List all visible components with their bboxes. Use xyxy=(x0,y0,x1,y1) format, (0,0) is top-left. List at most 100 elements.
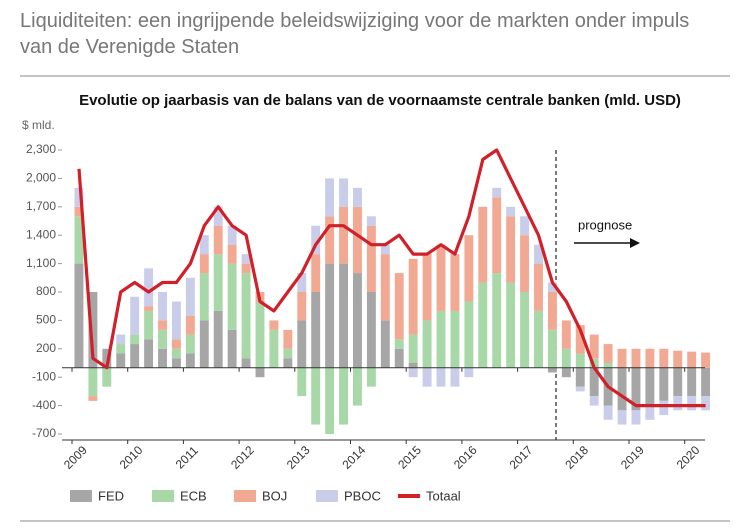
bar xyxy=(283,358,293,368)
bar xyxy=(561,367,571,378)
legend-swatch xyxy=(316,490,338,502)
bar xyxy=(297,292,307,321)
bar xyxy=(561,348,571,368)
bar xyxy=(520,235,530,292)
bar xyxy=(380,320,390,368)
bar xyxy=(185,334,195,354)
bar xyxy=(617,348,627,368)
bar xyxy=(645,348,655,368)
chart-title: Evolutie op jaarbasis van de balans van … xyxy=(79,92,681,109)
x-tick-label: 2011 xyxy=(173,443,201,471)
bar xyxy=(617,367,627,411)
bar xyxy=(144,306,154,311)
bar xyxy=(213,254,223,311)
bar xyxy=(199,254,209,274)
bar xyxy=(241,254,251,264)
y-tick-label: -700 xyxy=(32,426,56,440)
annotation: prognose xyxy=(578,217,632,232)
bar xyxy=(492,197,502,274)
bar xyxy=(631,367,641,411)
bar xyxy=(213,206,223,226)
bar xyxy=(547,282,557,292)
legend-label: ECB xyxy=(180,488,207,503)
bar xyxy=(102,348,112,368)
bar xyxy=(283,348,293,359)
bar xyxy=(575,367,585,387)
bar xyxy=(589,396,599,406)
bar xyxy=(74,187,84,207)
bar xyxy=(422,254,432,321)
bar xyxy=(325,367,335,434)
y-tick-label: -100 xyxy=(32,369,56,383)
bar xyxy=(325,178,335,217)
bar xyxy=(311,292,321,368)
bar xyxy=(227,244,237,264)
bar xyxy=(547,329,557,368)
bar xyxy=(130,296,140,335)
bar xyxy=(520,216,530,236)
bar xyxy=(171,348,181,359)
bar xyxy=(213,225,223,255)
bar xyxy=(659,367,669,401)
annotation-arrow-head xyxy=(630,238,640,248)
bar xyxy=(283,329,293,349)
bar xyxy=(325,263,335,368)
bar xyxy=(185,277,195,316)
legend-swatch xyxy=(234,490,256,502)
bar xyxy=(199,235,209,255)
bar xyxy=(394,339,404,349)
bar xyxy=(255,367,265,378)
bar xyxy=(603,344,613,363)
bar xyxy=(603,363,613,368)
bar xyxy=(408,334,418,363)
bar xyxy=(158,320,167,330)
bar xyxy=(269,320,279,330)
bar xyxy=(701,352,711,368)
bar xyxy=(687,367,697,397)
bar xyxy=(631,348,641,368)
bar xyxy=(74,216,84,264)
bar xyxy=(380,244,390,255)
bar xyxy=(673,396,683,411)
bar xyxy=(227,225,237,245)
bar xyxy=(534,310,543,368)
bar xyxy=(213,310,223,368)
bar xyxy=(353,273,362,368)
bar xyxy=(575,353,585,368)
bar xyxy=(659,400,669,416)
line xyxy=(77,148,706,408)
bar xyxy=(547,292,557,330)
bar xyxy=(520,292,530,368)
bar xyxy=(88,396,98,401)
bar xyxy=(116,344,126,354)
bar xyxy=(269,329,279,368)
legend-item: FED xyxy=(70,488,124,503)
y-tick-label: 500 xyxy=(36,313,56,327)
y-tick-label: 800 xyxy=(36,284,56,298)
bar xyxy=(339,367,348,425)
legend-swatch xyxy=(70,490,92,502)
legend-label: Totaal xyxy=(426,488,461,503)
bar xyxy=(575,386,585,392)
bar xyxy=(478,282,488,368)
bar xyxy=(325,216,335,264)
bar xyxy=(561,320,571,349)
bar xyxy=(366,225,376,292)
bar xyxy=(492,187,502,198)
bar xyxy=(506,216,516,283)
legend-label: BOJ xyxy=(262,488,287,503)
bar xyxy=(74,263,84,368)
bar xyxy=(589,334,599,359)
bar xyxy=(380,254,390,321)
bar xyxy=(492,273,502,368)
y-tick-label: 1,700 xyxy=(26,199,56,213)
bar xyxy=(408,363,418,368)
bar xyxy=(241,263,251,274)
bar xyxy=(394,273,404,340)
bar xyxy=(353,206,362,274)
bar xyxy=(158,292,167,321)
bar xyxy=(297,320,307,368)
x-tick-label: 2014 xyxy=(340,443,369,472)
x-tick-label: 2012 xyxy=(228,443,257,472)
bar xyxy=(534,263,543,311)
